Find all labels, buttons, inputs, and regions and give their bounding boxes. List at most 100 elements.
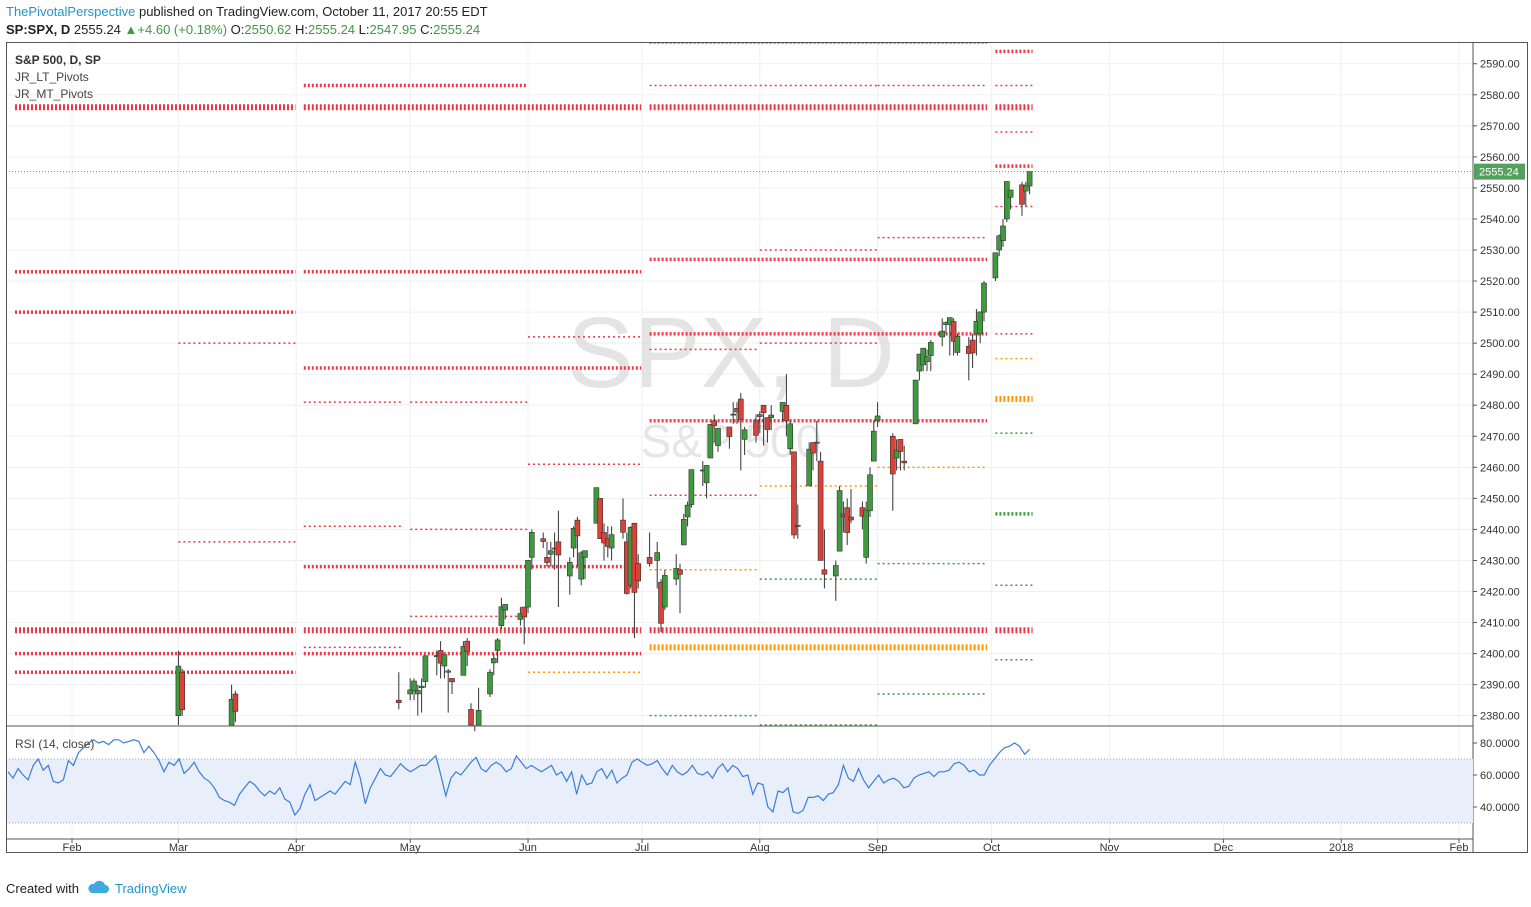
- candle: [760, 404, 767, 446]
- time-tick-label: May: [400, 842, 421, 854]
- price-tick-label: 2570.00: [1480, 121, 1520, 133]
- chart-container[interactable]: SPX, D S&P 500 2590.00 2580.00 2570.00 2560…: [6, 40, 1528, 854]
- price-axis[interactable]: 2590.00 2580.00 2570.00 2560.00 2550.00 2540.…: [1472, 42, 1525, 852]
- candle-body: [756, 414, 763, 417]
- candle: [608, 526, 615, 561]
- candle-body: [863, 509, 870, 558]
- candle-body: [574, 519, 581, 537]
- candle-body: [411, 680, 417, 692]
- candle-body: [730, 413, 737, 416]
- candle: [870, 420, 877, 462]
- candle: [555, 510, 562, 608]
- candle: [901, 445, 908, 471]
- candle-body: [601, 532, 607, 544]
- publish-info: ThePivotalPerspective published on Tradi…: [6, 4, 488, 19]
- time-tick-label: Jun: [519, 842, 537, 854]
- candle-body: [228, 699, 235, 726]
- candle-body: [566, 562, 573, 577]
- candle: [566, 557, 573, 595]
- candle-body: [418, 685, 425, 689]
- created-with-label: Created with: [6, 881, 79, 896]
- candle: [684, 501, 691, 527]
- candle: [597, 498, 604, 539]
- candle-body: [726, 426, 733, 437]
- legend-indicator-lt[interactable]: JR_LT_Pivots: [15, 70, 89, 84]
- time-axis[interactable]: Feb Mar Apr May Jun Jul Aug Sep Oct Nov Dec 2018 Feb: [6, 838, 1473, 854]
- candle: [996, 234, 1003, 257]
- candle: [544, 541, 550, 567]
- last-value: 2555.24: [73, 22, 121, 37]
- candle-body: [414, 690, 421, 695]
- candle: [688, 469, 695, 508]
- candle-body: [817, 460, 824, 561]
- candle: [631, 522, 638, 639]
- candle-body: [912, 379, 919, 425]
- time-tick-label: Apr: [288, 842, 305, 854]
- candle-body: [832, 565, 839, 577]
- candle: [889, 433, 896, 511]
- candle: [893, 439, 900, 471]
- rsi-label[interactable]: RSI (14, close): [15, 737, 94, 751]
- candle: [445, 669, 452, 713]
- price-tick-label: 2510.00: [1480, 307, 1520, 319]
- candle-body: [821, 569, 828, 575]
- price-tick-label: 2540.00: [1480, 214, 1520, 226]
- candle-body: [711, 420, 718, 426]
- candle: [528, 529, 535, 570]
- legend-title[interactable]: S&P 500, D, SP: [15, 53, 101, 67]
- watermark-main: SPX, D: [567, 297, 895, 409]
- candle-body: [422, 655, 429, 682]
- candle: [498, 597, 505, 629]
- symbol-label[interactable]: SP:SPX, D: [6, 22, 71, 37]
- candle-body: [540, 538, 547, 542]
- candle-body: [487, 671, 493, 695]
- candle: [1000, 218, 1006, 247]
- candle-body: [992, 252, 999, 279]
- candle-body: [897, 439, 904, 452]
- candle-body: [464, 640, 471, 652]
- candle-body: [475, 710, 482, 726]
- candle-body: [521, 606, 528, 618]
- candle: [654, 541, 661, 589]
- candle-body: [764, 417, 771, 430]
- candle-body: [654, 552, 661, 561]
- candle: [711, 414, 718, 443]
- candle-body: [924, 356, 930, 363]
- candle-body: [969, 339, 976, 354]
- candle: [874, 402, 881, 427]
- candle-body: [954, 335, 961, 353]
- time-tick-label: Dec: [1214, 842, 1234, 854]
- candle: [836, 485, 843, 552]
- candle-body: [441, 654, 448, 667]
- candle: [487, 669, 493, 698]
- candle: [813, 420, 820, 462]
- open-value: 2550.62: [244, 22, 292, 37]
- candle: [494, 638, 501, 663]
- tradingview-link[interactable]: TradingView: [114, 881, 187, 896]
- candle: [179, 669, 185, 716]
- last-price-tag-bg: [1474, 163, 1525, 180]
- price-tick-label: 2380.00: [1480, 711, 1520, 723]
- candle-body: [468, 709, 474, 726]
- candle-body: [810, 442, 816, 454]
- candle-body: [498, 606, 505, 626]
- candle: [787, 420, 794, 455]
- candle-body: [950, 321, 957, 342]
- rsi-pane[interactable]: 80.0000 60.0000 40.0000: [6, 725, 1520, 824]
- price-chart[interactable]: SPX, D S&P 500 2590.00 2580.00 2570.00 2560…: [6, 40, 1528, 854]
- price-tick-label: 2490.00: [1480, 369, 1520, 381]
- candle: [601, 523, 607, 561]
- candle: [677, 563, 683, 614]
- candle-body: [677, 569, 683, 575]
- candle: [646, 532, 653, 567]
- author-link[interactable]: ThePivotalPerspective: [6, 4, 136, 19]
- candle: [715, 428, 721, 452]
- candle: [395, 672, 402, 710]
- candle-body: [544, 557, 550, 563]
- price-tick-label: 2390.00: [1480, 680, 1520, 692]
- candle-body: [1019, 184, 1025, 205]
- candle-body: [787, 423, 794, 449]
- legend-indicator-mt[interactable]: JR_MT_Pivots: [15, 87, 93, 101]
- candle: [730, 402, 737, 424]
- candle: [407, 678, 414, 701]
